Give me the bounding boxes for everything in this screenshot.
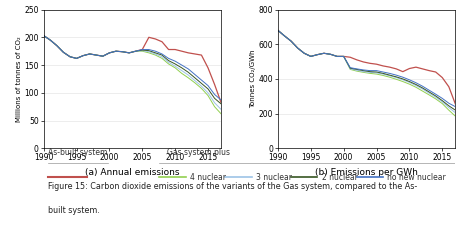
- Text: 3 nuclear: 3 nuclear: [255, 173, 291, 182]
- X-axis label: (a) Annual emissions: (a) Annual emissions: [85, 168, 179, 177]
- Y-axis label: Millions of tonnes of CO₂: Millions of tonnes of CO₂: [16, 36, 22, 122]
- Text: Gas system plus: Gas system plus: [167, 148, 230, 157]
- Text: built system.: built system.: [48, 206, 100, 215]
- Y-axis label: Tonnes CO₂/GWh: Tonnes CO₂/GWh: [249, 50, 255, 108]
- Text: As-built system: As-built system: [48, 148, 107, 157]
- X-axis label: (b) Emissions per GWh: (b) Emissions per GWh: [314, 168, 417, 177]
- Text: 4 nuclear: 4 nuclear: [190, 173, 225, 182]
- Text: 2 nuclear: 2 nuclear: [321, 173, 357, 182]
- Text: no new nuclear: no new nuclear: [386, 173, 445, 182]
- Text: Figure 15: Carbon dioxide emissions of the variants of the Gas system, compared : Figure 15: Carbon dioxide emissions of t…: [48, 182, 416, 191]
